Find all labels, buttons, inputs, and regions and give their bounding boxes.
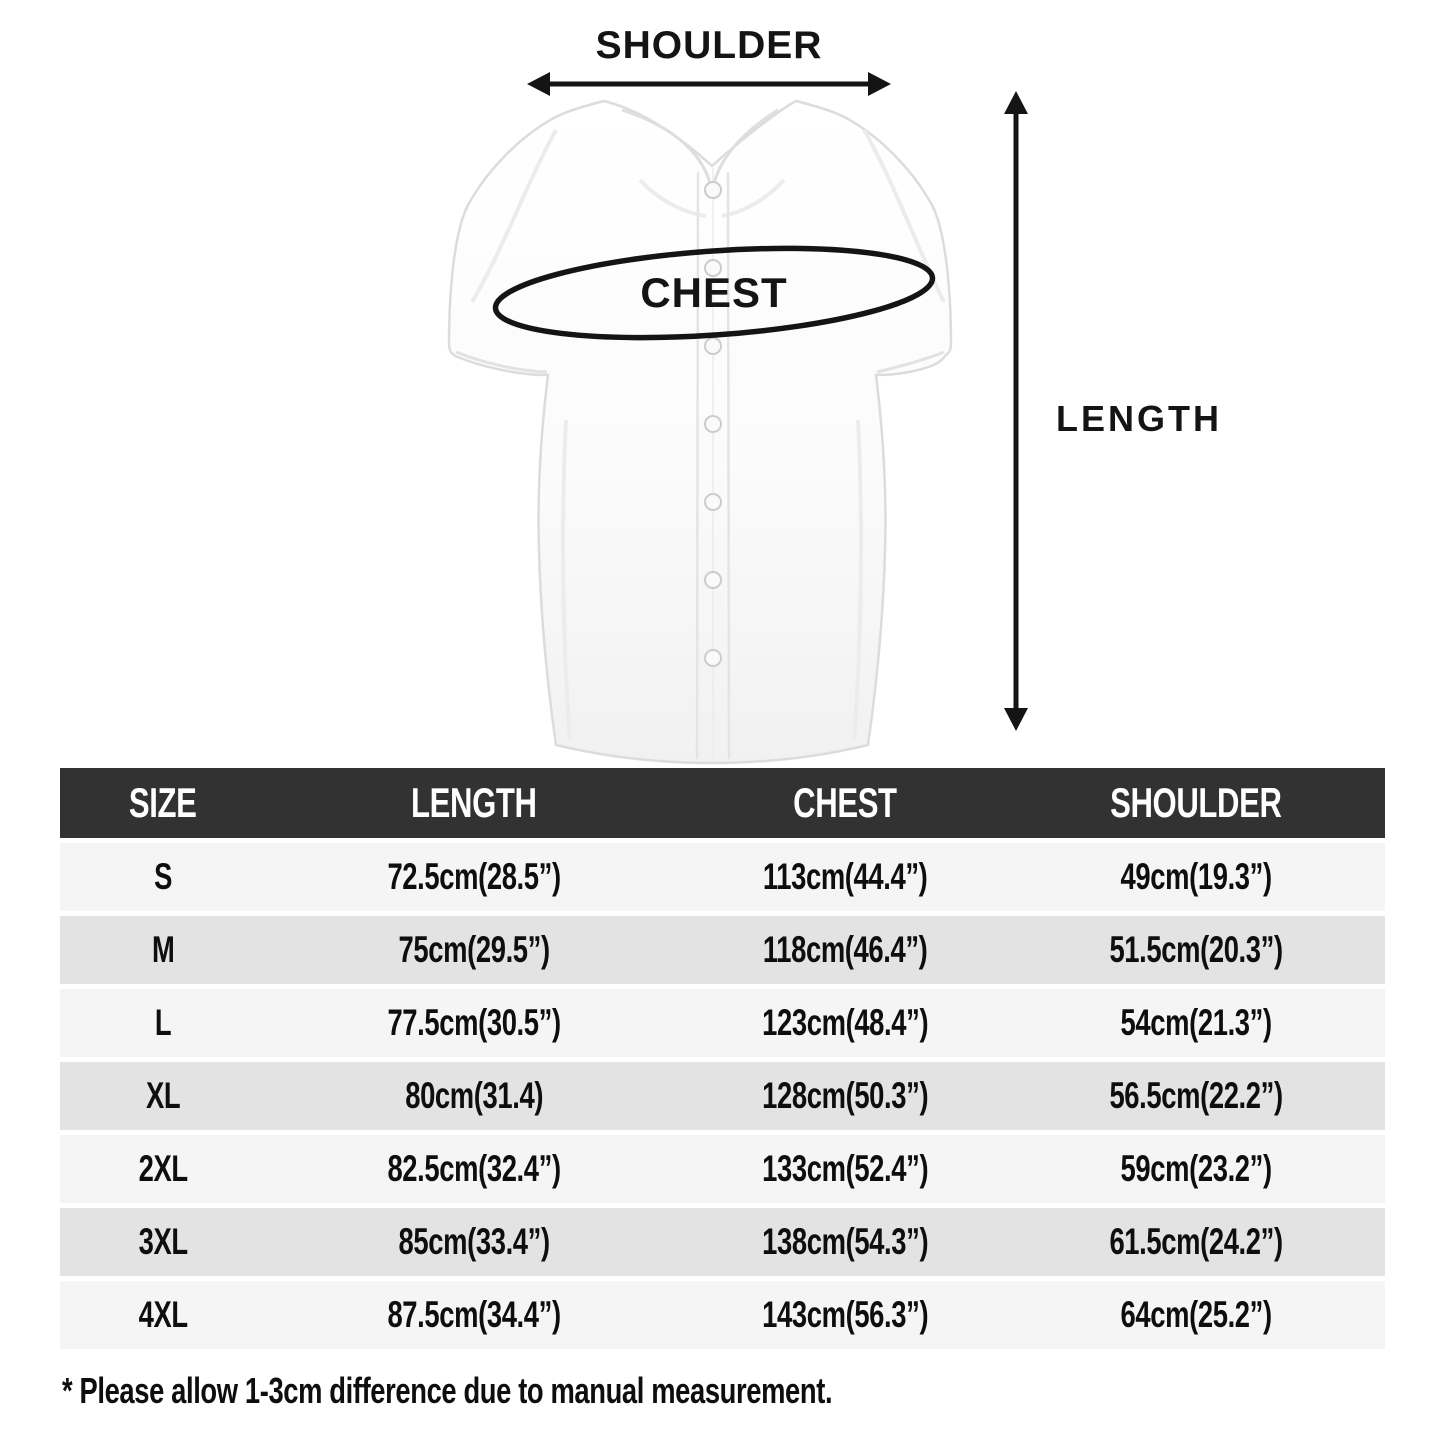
table-row-2xl: 2XL 82.5cm(32.4”) 133cm(52.4”) 59cm(23.2…: [60, 1135, 1385, 1203]
shoulder-label: SHOULDER: [596, 24, 823, 67]
shoulder-cell: 51.5cm(20.3”): [1109, 929, 1284, 970]
size-cell: 4XL: [138, 1294, 188, 1335]
table-row-l: L 77.5cm(30.5”) 123cm(48.4”) 54cm(21.3”): [60, 989, 1385, 1057]
chest-cell: 138cm(54.3”): [762, 1221, 929, 1262]
chest-cell: 123cm(48.4”): [762, 1002, 929, 1043]
chest-ellipse: [492, 245, 936, 341]
jersey-folds: [470, 128, 946, 741]
size-table: SIZE LENGTH CHEST SHOULDER S 72.5cm(28.5…: [60, 768, 1385, 1349]
length-cell: 72.5cm(28.5”): [387, 856, 561, 897]
header-size: SIZE: [128, 779, 197, 826]
header-chest: CHEST: [793, 779, 897, 826]
shoulder-arrow: [527, 72, 891, 96]
size-cell: 3XL: [138, 1221, 188, 1262]
header-shoulder: SHOULDER: [1110, 779, 1282, 826]
length-cell: 87.5cm(34.4”): [387, 1294, 561, 1335]
shoulder-cell: 56.5cm(22.2”): [1109, 1075, 1284, 1116]
table-row-xl: XL 80cm(31.4) 128cm(50.3”) 56.5cm(22.2”): [60, 1062, 1385, 1130]
chest-cell: 113cm(44.4”): [762, 856, 928, 897]
jersey-measurement-diagram: SHOULDER CHEST LENGTH: [447, 24, 1222, 765]
jersey-body: [447, 99, 953, 765]
jersey-image: [447, 99, 953, 765]
size-cell: M: [151, 929, 174, 970]
shoulder-cell: 49cm(19.3”): [1120, 856, 1273, 897]
size-cell: L: [154, 1002, 171, 1043]
chest-cell: 128cm(50.3”): [762, 1075, 929, 1116]
length-arrow: [1004, 91, 1028, 731]
size-cell: S: [153, 856, 172, 897]
length-label: LENGTH: [1056, 398, 1222, 439]
size-cell: 2XL: [138, 1148, 188, 1189]
table-row-4xl: 4XL 87.5cm(34.4”) 143cm(56.3”) 64cm(25.2…: [60, 1281, 1385, 1349]
chest-label: CHEST: [640, 269, 787, 316]
length-annotation: LENGTH: [1004, 91, 1222, 731]
length-cell: 85cm(33.4”): [398, 1221, 550, 1262]
length-cell: 77.5cm(30.5”): [387, 1002, 561, 1043]
length-cell: 80cm(31.4): [405, 1075, 543, 1116]
shoulder-cell: 64cm(25.2”): [1120, 1294, 1273, 1335]
chest-annotation: CHEST: [492, 245, 936, 341]
jersey-buttons: [704, 181, 722, 667]
chest-cell: 118cm(46.4”): [762, 929, 928, 970]
table-row-m: M 75cm(29.5”) 118cm(46.4”) 51.5cm(20.3”): [60, 916, 1385, 984]
size-cell: XL: [145, 1075, 181, 1116]
shoulder-cell: 61.5cm(24.2”): [1109, 1221, 1284, 1262]
chest-cell: 133cm(52.4”): [762, 1148, 929, 1189]
shoulder-annotation: SHOULDER: [527, 24, 891, 96]
table-row-3xl: 3XL 85cm(33.4”) 138cm(54.3”) 61.5cm(24.2…: [60, 1208, 1385, 1276]
header-length: LENGTH: [411, 779, 537, 826]
measurement-footnote: * Please allow 1-3cm difference due to m…: [62, 1370, 833, 1411]
length-cell: 75cm(29.5”): [398, 929, 550, 970]
table-row-s: S 72.5cm(28.5”) 113cm(44.4”) 49cm(19.3”): [60, 843, 1385, 911]
shoulder-cell: 59cm(23.2”): [1120, 1148, 1273, 1189]
shoulder-cell: 54cm(21.3”): [1120, 1002, 1273, 1043]
length-cell: 82.5cm(32.4”): [387, 1148, 561, 1189]
chest-cell: 143cm(56.3”): [762, 1294, 929, 1335]
jersey-sleeve-seams: [455, 350, 945, 374]
size-table-header-row: SIZE LENGTH CHEST SHOULDER: [60, 768, 1385, 838]
